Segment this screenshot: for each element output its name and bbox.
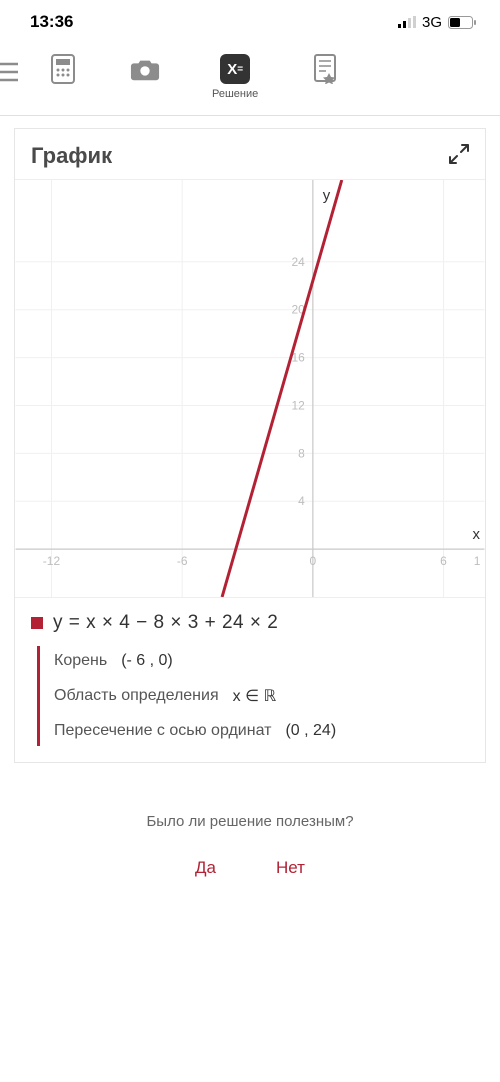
property-value: (- 6 , 0) [121, 652, 173, 670]
toolbar-label: Решение [212, 88, 258, 100]
feedback-question: Было ли решение полезным? [0, 813, 500, 830]
svg-text:6: 6 [440, 554, 447, 568]
svg-text:4: 4 [298, 494, 305, 508]
svg-text:-12: -12 [43, 554, 61, 568]
feedback-yes-button[interactable]: Да [195, 858, 216, 878]
calculator-icon [48, 54, 78, 84]
property-label: Пересечение с осью ординат [54, 722, 271, 740]
card-title: График [31, 143, 112, 169]
status-right: 3G [398, 14, 476, 31]
status-bar: 13:36 3G [0, 0, 500, 44]
status-time: 13:36 [30, 12, 73, 32]
toolbar-solution[interactable]: X= Решение [212, 54, 258, 100]
camera-icon [130, 54, 160, 84]
svg-text:24: 24 [292, 255, 306, 269]
svg-text:1: 1 [474, 554, 481, 568]
property-value: x ∈ ℝ [233, 686, 277, 706]
toolbar-bookmark[interactable] [310, 54, 340, 100]
property-label: Корень [54, 652, 107, 670]
property-label: Область определения [54, 687, 219, 705]
property-value: (0 , 24) [285, 722, 336, 740]
toolbar-calculator[interactable] [48, 54, 78, 100]
feedback-section: Было ли решение полезным? Да Нет [0, 763, 500, 878]
svg-text:x: x [472, 526, 480, 543]
battery-icon [448, 16, 476, 29]
svg-text:y: y [323, 187, 331, 204]
chart[interactable]: -12-60614812162024xy [15, 179, 485, 597]
expand-icon[interactable] [449, 144, 469, 169]
toolbar-camera[interactable] [130, 54, 160, 100]
property-root: Корень (- 6 , 0) [54, 652, 469, 670]
svg-text:12: 12 [292, 398, 306, 412]
svg-text:8: 8 [298, 446, 305, 460]
svg-text:0: 0 [310, 554, 317, 568]
properties-list: Корень (- 6 , 0) Область определения x ∈… [37, 646, 469, 746]
equation-swatch [31, 617, 43, 629]
svg-text:-6: -6 [177, 554, 188, 568]
toolbar: X= Решение [0, 44, 500, 116]
bookmark-icon [310, 54, 340, 84]
signal-icon [398, 16, 416, 28]
equation-text: y = x × 4 − 8 × 3 + 24 × 2 [53, 612, 278, 634]
property-yintercept: Пересечение с осью ординат (0 , 24) [54, 722, 469, 740]
graph-card: График -12-60614812162024xy y = x × 4 − … [14, 128, 486, 763]
property-domain: Область определения x ∈ ℝ [54, 686, 469, 706]
chart-svg: -12-60614812162024xy [15, 180, 485, 597]
equation-row: y = x × 4 − 8 × 3 + 24 × 2 [15, 597, 485, 646]
feedback-no-button[interactable]: Нет [276, 858, 305, 878]
menu-icon[interactable] [0, 54, 18, 87]
status-network: 3G [422, 14, 442, 31]
solution-icon: X= [220, 54, 250, 84]
